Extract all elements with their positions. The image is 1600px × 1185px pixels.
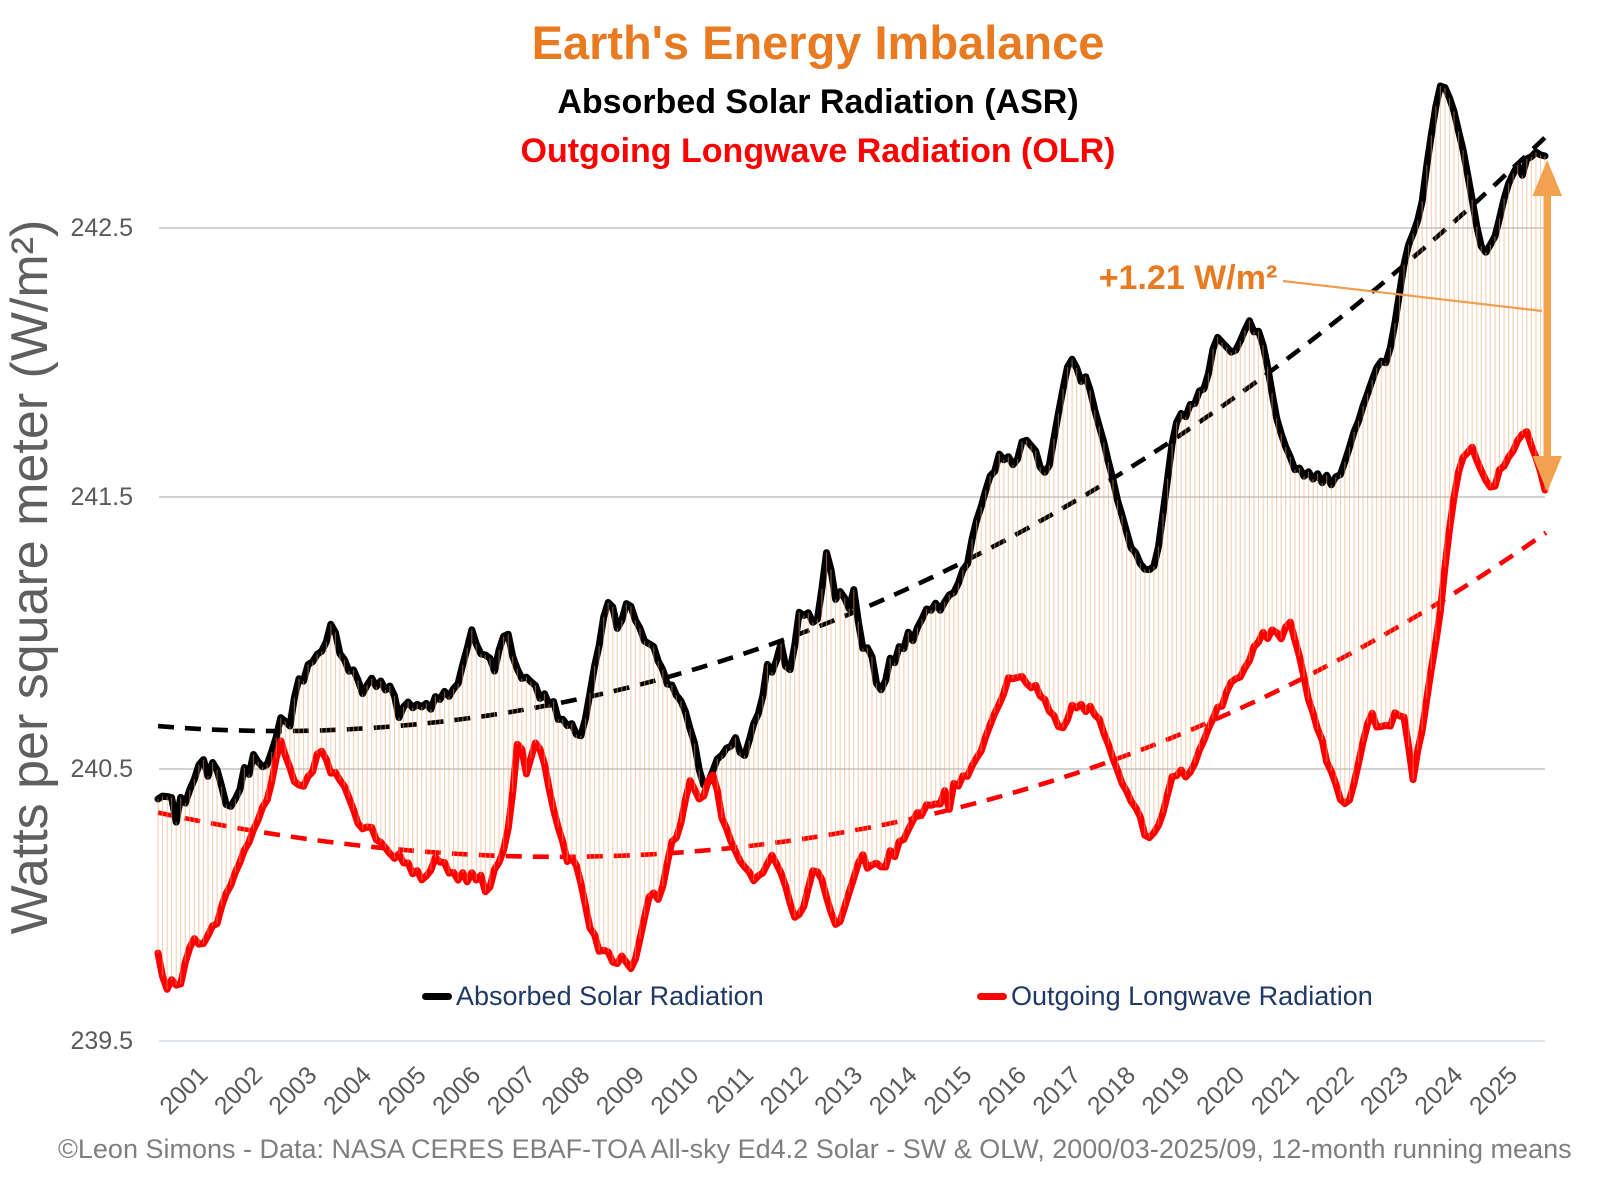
svg-text:240.5: 240.5 [70, 755, 133, 783]
svg-text:Absorbed Solar Radiation: Absorbed Solar Radiation [456, 981, 764, 1011]
svg-text:239.5: 239.5 [70, 1027, 133, 1055]
svg-text:Earth's Energy Imbalance: Earth's Energy Imbalance [532, 16, 1105, 69]
svg-text:Absorbed Solar Radiation (ASR): Absorbed Solar Radiation (ASR) [557, 83, 1078, 121]
svg-text:242.5: 242.5 [70, 214, 133, 242]
svg-text:Watts per square meter (W/m²): Watts per square meter (W/m²) [1, 220, 59, 935]
svg-text:©Leon Simons - Data: NASA CERE: ©Leon Simons - Data: NASA CERES EBAF-TOA… [58, 1134, 1572, 1164]
svg-text:Outgoing Longwave Radiation: Outgoing Longwave Radiation [1011, 981, 1373, 1011]
svg-text:241.5: 241.5 [70, 483, 133, 511]
svg-text:Outgoing Longwave Radiation (O: Outgoing Longwave Radiation (OLR) [521, 132, 1116, 170]
svg-text:+1.21 W/m²: +1.21 W/m² [1099, 259, 1278, 297]
